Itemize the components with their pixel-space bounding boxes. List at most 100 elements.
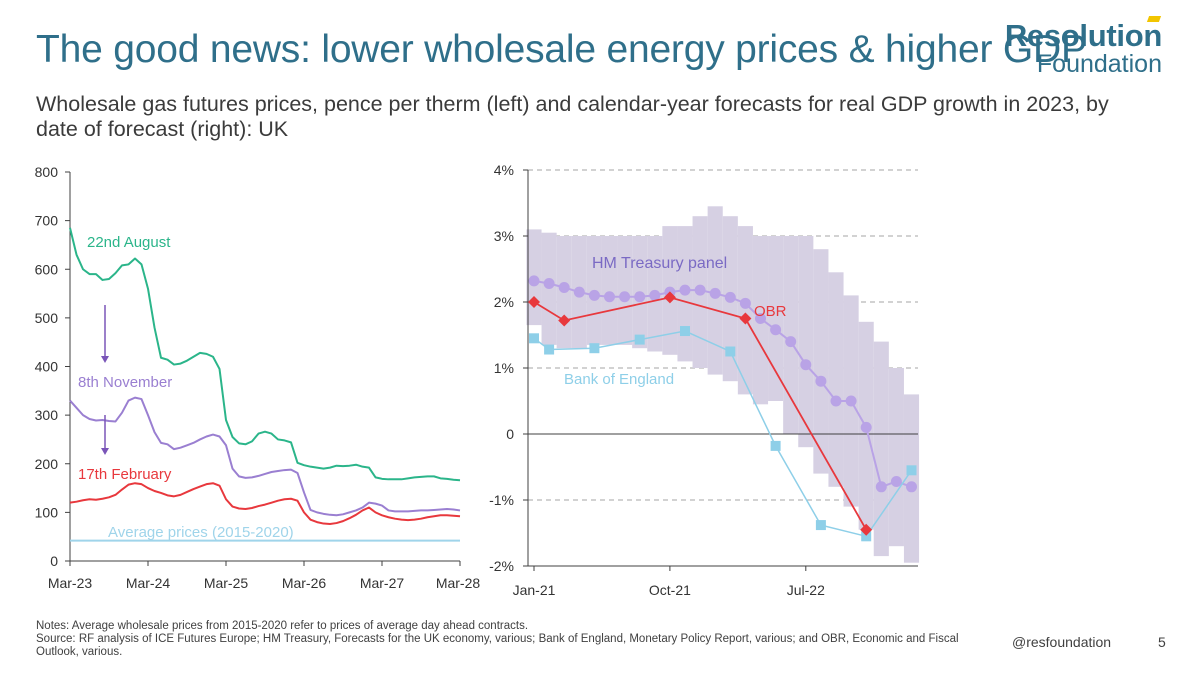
hmt-panel-range-bar: [617, 236, 633, 345]
down-arrow-head: [101, 356, 109, 363]
annotation-feb: 17th February: [78, 466, 172, 483]
series-line-feb: [69, 482, 461, 526]
twitter-handle: @resfoundation: [1012, 634, 1112, 650]
left-y-tick-label: 600: [35, 261, 59, 277]
hmt-panel-range-bar: [888, 368, 904, 547]
boe-point: [770, 440, 781, 451]
hmt-point: [604, 291, 615, 303]
right-y-tick-label: 3%: [494, 228, 514, 244]
right-y-tick-label: 4%: [494, 162, 514, 178]
hmt-point: [830, 395, 842, 407]
hmt-point: [906, 481, 917, 493]
hmt-panel-range-bar: [737, 226, 753, 395]
boe-point: [861, 531, 872, 542]
chart-notes: Notes: Average wholesale prices from 201…: [36, 620, 996, 659]
source-line: Source: RF analysis of ICE Futures Europ…: [36, 633, 959, 658]
annotation-avg: Average prices (2015-2020): [108, 524, 294, 541]
annotation-aug: 22nd August: [87, 234, 171, 251]
left-x-tick-label: Mar-25: [204, 575, 249, 591]
hmt-panel-range-bar: [601, 236, 618, 345]
hmt-point: [573, 286, 585, 298]
obr-point: [860, 523, 873, 536]
hmt-point: [785, 336, 797, 348]
hmt-panel-range-bar: [828, 272, 844, 487]
left-y-tick-label: 800: [35, 164, 59, 180]
hmt-point: [588, 289, 600, 301]
hmt-point: [815, 375, 827, 387]
hmt-point: [679, 284, 691, 296]
label-bank-of-england: Bank of England: [564, 371, 674, 388]
obr-point: [558, 314, 571, 327]
page-title: The good news: lower wholesale energy pr…: [36, 28, 1087, 71]
right-y-tick-label: 1%: [494, 360, 514, 376]
left-y-tick-label: 300: [35, 407, 59, 423]
right-y-tick-label: 0: [506, 426, 514, 442]
right-y-tick-label: -2%: [489, 558, 514, 574]
down-arrow-head: [101, 448, 109, 455]
chart-subtitle: Wholesale gas futures prices, pence per …: [36, 92, 1109, 141]
boe-point: [589, 343, 600, 354]
right-chart-gdp-forecasts: -2% -1% 0 1% 2% 3% 4% Jan-21 Oct-21 Jul-22 HM Trea…: [489, 162, 920, 598]
hmt-panel-range-bar: [798, 236, 814, 448]
obr-point: [739, 312, 752, 325]
left-x-tick-label: Mar-23: [48, 575, 93, 591]
hmt-point: [890, 476, 902, 488]
hmt-point: [860, 421, 872, 433]
hmt-point: [543, 278, 555, 290]
hmt-point: [619, 291, 631, 303]
left-y-tick-label: 100: [35, 504, 59, 520]
logo-line-2: Foundation: [1036, 50, 1162, 78]
hmt-panel-range-bar: [903, 394, 920, 563]
hmt-point: [875, 481, 887, 493]
boe-point: [529, 333, 539, 344]
hmt-point: [634, 291, 646, 303]
left-y-tick-label: 700: [35, 213, 59, 229]
left-x-tick-label: Mar-26: [282, 575, 327, 591]
right-x-tick-label: Jan-21: [513, 582, 556, 598]
right-y-tick-label: -1%: [489, 492, 514, 508]
label-obr: OBR: [754, 303, 787, 320]
left-y-tick-label: 500: [35, 310, 59, 326]
hmt-point: [755, 313, 766, 324]
series-line-nov: [69, 396, 461, 517]
left-x-tick-label: Mar-27: [360, 575, 405, 591]
boe-point: [906, 465, 917, 476]
obr-point: [528, 296, 540, 308]
left-chart-gas-prices: 0 100 200 300 400 500 600 700 800 Mar-23 Mar-24 Mar…: [35, 164, 481, 591]
hmt-point: [739, 297, 751, 309]
left-x-tick-label: Mar-28: [436, 575, 481, 591]
hmt-point: [709, 287, 721, 299]
hmt-panel-range-bar: [873, 341, 889, 557]
boe-point: [544, 344, 555, 355]
hmt-point: [528, 275, 540, 287]
notes-line: Notes: Average wholesale prices from 201…: [36, 620, 529, 632]
boe-point: [680, 326, 690, 337]
hmt-panel-range-bar: [783, 236, 799, 434]
boe-point: [725, 346, 736, 357]
hmt-point: [694, 284, 706, 296]
left-y-tick-label: 200: [35, 456, 59, 472]
right-x-tick-label: Jul-22: [787, 582, 825, 598]
obr-point: [663, 291, 676, 304]
hmt-point: [770, 324, 782, 336]
logo-line-1: Resolution: [1004, 18, 1162, 53]
left-y-tick-label: 0: [50, 553, 58, 569]
annotation-nov: 8th November: [78, 374, 172, 391]
hmt-point: [558, 281, 570, 293]
boe-point: [815, 520, 826, 531]
left-y-tick-label: 400: [35, 359, 59, 375]
hmt-point: [724, 291, 736, 303]
hmt-panel-range-bar: [768, 236, 784, 401]
right-y-tick-label: 2%: [494, 294, 514, 310]
label-hm-treasury-panel: HM Treasury panel: [592, 255, 727, 272]
right-x-tick-label: Oct-21: [649, 582, 691, 598]
hmt-panel-range-bar: [813, 249, 829, 474]
page-number: 5: [1158, 634, 1166, 650]
series-line-aug: [69, 227, 461, 482]
hmt-point: [845, 395, 857, 407]
hmt-point: [649, 289, 661, 301]
boe-point: [634, 334, 645, 345]
hmt-point: [800, 359, 812, 371]
left-x-tick-label: Mar-24: [126, 575, 171, 591]
